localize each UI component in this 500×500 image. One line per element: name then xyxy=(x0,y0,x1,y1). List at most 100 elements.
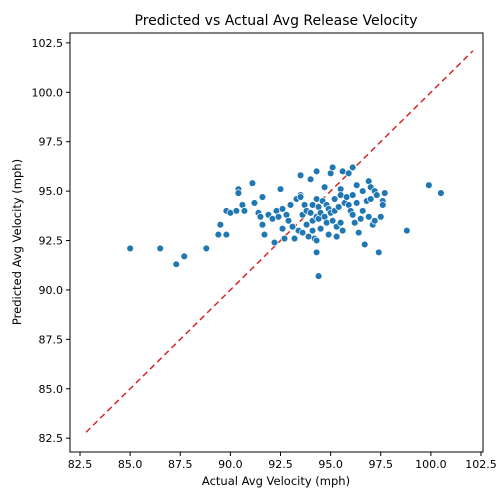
data-point xyxy=(366,195,375,203)
data-point xyxy=(216,220,225,229)
data-point xyxy=(356,215,365,223)
data-point xyxy=(354,228,363,237)
data-point xyxy=(314,272,323,280)
x-tick-label: 90.0 xyxy=(218,458,243,471)
data-point xyxy=(320,183,329,191)
data-point xyxy=(360,240,369,249)
data-point xyxy=(334,203,343,211)
y-tick-label: 90.0 xyxy=(39,284,64,297)
data-point xyxy=(352,199,361,207)
data-point xyxy=(256,213,265,221)
y-axis-label: Predicted Avg Velocity (mph) xyxy=(10,159,24,325)
reference-line xyxy=(85,50,474,433)
reference-line-layer xyxy=(85,50,474,433)
y-tick-label: 97.5 xyxy=(39,136,64,149)
data-point xyxy=(156,244,164,253)
data-point xyxy=(372,191,381,199)
data-point xyxy=(270,238,279,247)
x-axis-label: Actual Avg Velocity (mph) xyxy=(202,474,350,488)
x-tick-label: 100.0 xyxy=(415,458,447,471)
data-point xyxy=(260,230,269,239)
data-point xyxy=(425,181,433,189)
data-point xyxy=(280,234,289,243)
data-point xyxy=(403,226,411,235)
data-point xyxy=(350,218,359,227)
data-point xyxy=(338,226,347,235)
x-tick-label: 95.0 xyxy=(318,458,343,471)
x-tick-label: 92.5 xyxy=(268,458,293,471)
y-tick-label: 82.5 xyxy=(39,432,64,445)
data-point xyxy=(258,193,267,201)
data-point xyxy=(344,169,353,178)
data-point xyxy=(290,234,299,243)
data-point xyxy=(381,189,389,197)
y-tick-label: 92.5 xyxy=(39,235,64,248)
y-tick-label: 102.5 xyxy=(32,37,64,50)
data-point xyxy=(324,230,333,239)
data-point xyxy=(358,207,367,215)
data-point xyxy=(377,213,385,221)
data-point xyxy=(328,217,337,225)
x-axis-ticks: 82.5 85.0 87.5 90.0 92.5 95.0 97.5 100.0 102.5 xyxy=(68,452,497,471)
data-point xyxy=(336,218,345,227)
data-point xyxy=(172,260,181,268)
data-point xyxy=(296,193,305,201)
data-point xyxy=(358,187,367,195)
data-point xyxy=(364,213,373,221)
data-point xyxy=(202,244,211,253)
data-point xyxy=(286,201,295,209)
data-point xyxy=(278,224,287,233)
data-point xyxy=(348,163,357,172)
data-point xyxy=(284,217,293,225)
x-tick-label: 102.5 xyxy=(465,458,497,471)
y-tick-label: 95.0 xyxy=(39,185,64,198)
data-point xyxy=(250,199,259,207)
data-point xyxy=(126,244,134,253)
data-point xyxy=(240,207,249,215)
y-tick-label: 87.5 xyxy=(39,333,64,346)
data-point xyxy=(234,189,243,197)
data-point xyxy=(288,222,297,231)
data-point xyxy=(296,171,305,180)
data-point xyxy=(278,205,287,213)
data-point xyxy=(258,220,267,229)
data-point xyxy=(312,248,321,257)
data-point xyxy=(308,226,317,235)
data-point xyxy=(374,248,383,257)
data-point xyxy=(180,252,189,261)
y-axis-ticks: 82.5 85.0 87.5 90.0 92.5 95.0 97.5 100.0 102.5 xyxy=(32,37,70,445)
data-point xyxy=(298,228,307,237)
data-point xyxy=(312,236,321,245)
data-point xyxy=(248,179,257,187)
data-point xyxy=(379,201,387,209)
y-tick-label: 100.0 xyxy=(32,86,64,99)
x-tick-label: 87.5 xyxy=(168,458,193,471)
data-point xyxy=(352,181,361,189)
data-point xyxy=(330,195,339,203)
data-point xyxy=(348,191,357,199)
data-point xyxy=(328,163,337,172)
data-point xyxy=(232,207,241,215)
chart-title: Predicted vs Actual Avg Release Velocity xyxy=(135,13,418,29)
data-point xyxy=(276,185,285,193)
data-point xyxy=(437,189,445,197)
data-point xyxy=(302,220,311,229)
data-point xyxy=(222,230,231,239)
data-point xyxy=(306,209,315,217)
data-points-layer xyxy=(126,163,445,280)
y-tick-label: 85.0 xyxy=(39,383,64,396)
data-point xyxy=(316,224,325,233)
data-point xyxy=(348,211,357,219)
x-tick-label: 82.5 xyxy=(68,458,93,471)
data-point xyxy=(306,175,315,184)
data-point xyxy=(312,167,321,176)
data-point xyxy=(332,232,341,241)
x-tick-label: 97.5 xyxy=(369,458,394,471)
data-point xyxy=(370,217,379,225)
plot-area-frame xyxy=(69,32,484,453)
data-point xyxy=(214,230,223,239)
x-tick-label: 85.0 xyxy=(118,458,143,471)
data-point xyxy=(274,213,283,221)
